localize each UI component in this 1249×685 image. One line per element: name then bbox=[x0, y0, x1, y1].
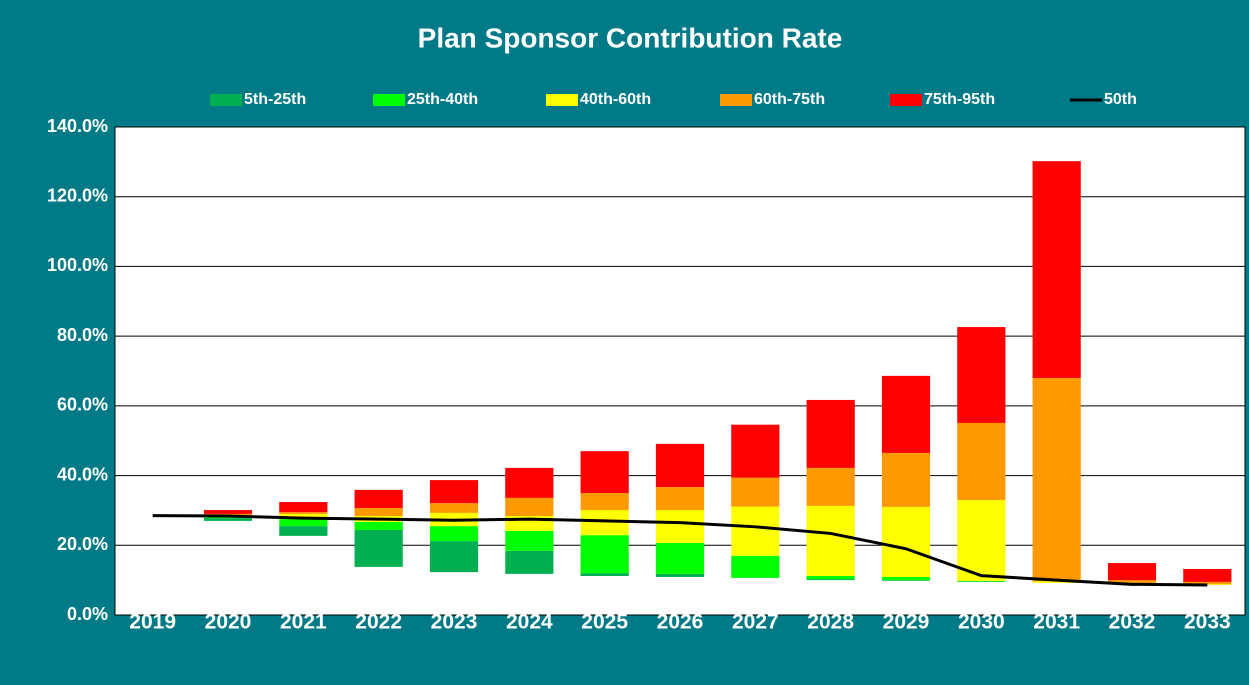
y-tick-label: 60.0% bbox=[57, 395, 108, 415]
bar-segment bbox=[505, 550, 554, 574]
y-tick-label: 0.0% bbox=[67, 604, 108, 624]
x-tick-label: 2024 bbox=[506, 611, 553, 634]
bar-segment bbox=[655, 573, 705, 578]
x-tick-label: 2023 bbox=[431, 611, 478, 634]
legend-swatch bbox=[210, 94, 242, 106]
bar-segment bbox=[580, 573, 629, 576]
bar-segment bbox=[881, 375, 931, 453]
bar-segment bbox=[731, 424, 780, 478]
bar-segment bbox=[354, 507, 403, 517]
x-tick-label: 2021 bbox=[280, 611, 327, 634]
bar-segment bbox=[1032, 377, 1081, 582]
bar-segment bbox=[279, 526, 328, 536]
y-tick-label: 80.0% bbox=[57, 325, 108, 345]
bar-segment bbox=[580, 493, 629, 511]
bar-segment bbox=[655, 542, 705, 574]
bar-segment bbox=[655, 443, 705, 488]
legend-label: 40th-60th bbox=[580, 91, 651, 108]
bar-segment bbox=[354, 529, 403, 567]
bar-segment bbox=[881, 506, 931, 578]
bar-segment bbox=[806, 575, 855, 580]
bar-segment bbox=[655, 487, 705, 511]
bar-segment bbox=[1107, 563, 1157, 581]
bar-segment bbox=[429, 541, 479, 573]
bar-segment bbox=[957, 422, 1006, 500]
bar-segment bbox=[279, 512, 328, 514]
bar-segment bbox=[655, 510, 705, 543]
bar-segment bbox=[881, 580, 931, 581]
bar-segment bbox=[429, 526, 479, 542]
median-line bbox=[152, 514, 1208, 587]
bar-segment bbox=[806, 467, 855, 506]
x-tick-label: 2027 bbox=[732, 611, 779, 634]
bar-segment bbox=[1107, 580, 1157, 583]
bar-segment bbox=[731, 477, 780, 507]
bar-segment bbox=[203, 510, 253, 514]
chart-title: Plan Sponsor Contribution Rate bbox=[418, 22, 843, 53]
bar-segment bbox=[806, 505, 855, 576]
bar-segment bbox=[279, 502, 328, 513]
y-tick-label: 40.0% bbox=[57, 464, 108, 484]
x-tick-label: 2019 bbox=[129, 611, 176, 634]
bar-segment bbox=[505, 530, 554, 551]
x-tick-label: 2020 bbox=[205, 611, 252, 634]
bar-segment bbox=[203, 513, 253, 515]
bar-segment bbox=[731, 506, 780, 556]
bar-segment bbox=[580, 451, 629, 493]
bar-segment bbox=[279, 513, 328, 520]
bar-segment bbox=[957, 327, 1006, 423]
x-tick-label: 2030 bbox=[958, 611, 1005, 634]
legend-label: 75th-95th bbox=[924, 91, 995, 108]
bar-segment bbox=[881, 577, 931, 581]
x-tick-label: 2025 bbox=[581, 611, 628, 634]
legend-swatch bbox=[546, 94, 578, 106]
legend-swatch bbox=[373, 94, 405, 106]
y-tick-label: 20.0% bbox=[57, 534, 108, 554]
bar-segment bbox=[505, 497, 554, 517]
legend-label: 50th bbox=[1104, 91, 1137, 108]
y-tick-label: 140.0% bbox=[47, 116, 108, 136]
bar-segment bbox=[1032, 161, 1081, 378]
x-tick-label: 2026 bbox=[657, 611, 704, 634]
legend-label: 60th-75th bbox=[754, 91, 825, 108]
legend-label: 25th-40th bbox=[407, 91, 478, 108]
bar-segment bbox=[731, 555, 780, 578]
legend-swatch bbox=[720, 94, 752, 106]
bar-segment bbox=[881, 452, 931, 507]
x-tick-label: 2032 bbox=[1109, 611, 1156, 634]
y-tick-label: 120.0% bbox=[47, 185, 108, 205]
bar-segment bbox=[1183, 568, 1232, 582]
bar-segment bbox=[1183, 581, 1232, 585]
x-tick-label: 2022 bbox=[355, 611, 402, 634]
bar-segment bbox=[806, 579, 855, 581]
bar-segment bbox=[580, 535, 629, 574]
bar-segment bbox=[957, 580, 1006, 582]
x-tick-label: 2033 bbox=[1184, 611, 1231, 634]
x-tick-label: 2031 bbox=[1033, 611, 1080, 634]
bar-segment bbox=[279, 519, 328, 527]
bar-segment bbox=[505, 467, 554, 498]
bar-segment bbox=[429, 503, 479, 513]
y-tick-label: 100.0% bbox=[47, 255, 108, 275]
legend-swatch bbox=[890, 94, 922, 106]
bar-segment bbox=[429, 480, 479, 504]
legend-label: 5th-25th bbox=[244, 91, 306, 108]
x-tick-label: 2028 bbox=[807, 611, 854, 634]
x-tick-label: 2029 bbox=[883, 611, 930, 634]
bar-segment bbox=[354, 489, 403, 508]
bar-segment bbox=[957, 499, 1006, 581]
bar-segment bbox=[203, 518, 253, 521]
bar-segment bbox=[354, 521, 403, 530]
bar-segment bbox=[806, 399, 855, 468]
bar-segment bbox=[1032, 581, 1081, 583]
